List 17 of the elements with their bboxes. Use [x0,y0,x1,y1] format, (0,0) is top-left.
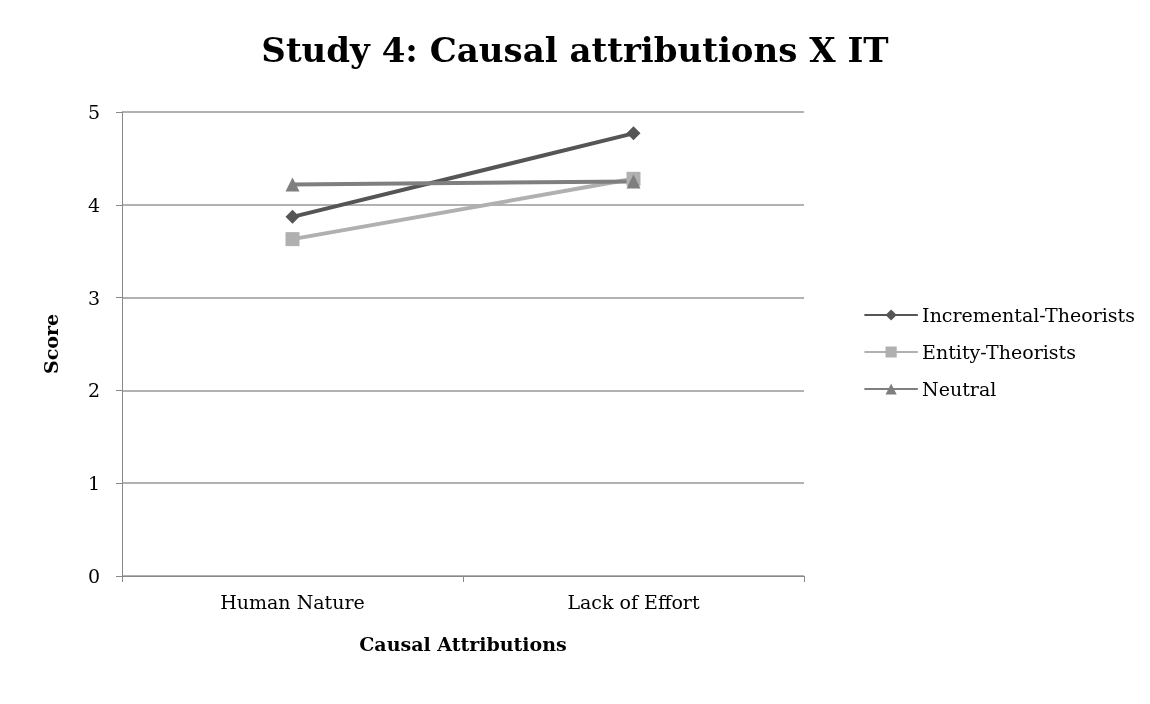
x-tick-label: Human Nature [220,590,365,613]
y-tick-label: 3 [87,286,100,309]
legend-label: Incremental-Theorists [922,304,1136,326]
x-tick-label: Lack of Effort [567,590,700,613]
y-axis-title: Score [39,313,62,375]
chart-title: Study 4: Causal attributions X IT [261,30,889,70]
y-tick-label: 2 [87,379,100,402]
y-tick-label: 5 [87,101,100,123]
point [285,232,300,247]
x-axis-title: Causal Attributions [359,632,567,655]
legend-label: Entity-Theorists [922,341,1076,363]
y-tick-label: 4 [87,193,100,216]
y-tick-label: 0 [87,565,100,587]
point [626,126,641,141]
y-tick-label: 1 [87,472,100,495]
point [285,209,300,224]
legend-label: Neutral [922,378,997,400]
